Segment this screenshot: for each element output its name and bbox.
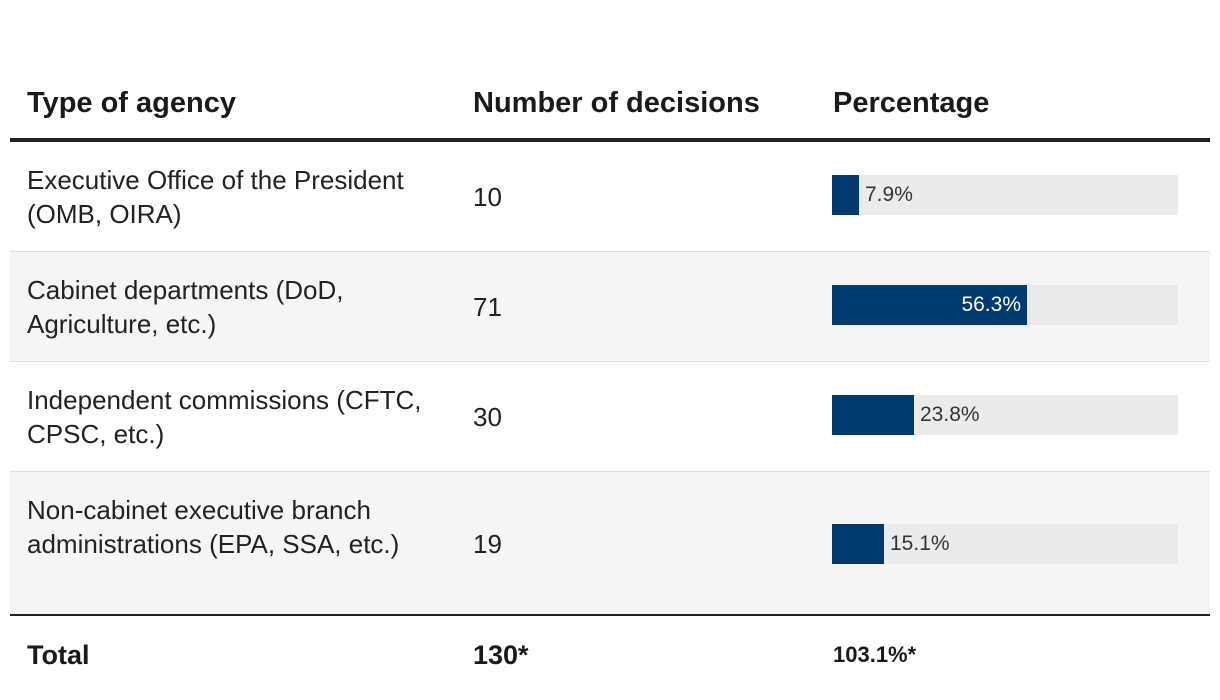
percentage-label: 15.1%: [890, 532, 950, 555]
percentage-bar: [832, 285, 1027, 325]
agency-type-cell: Non-cabinet executive branch administrat…: [27, 495, 400, 559]
table-row: Executive Office of the President (OMB, …: [10, 142, 1210, 252]
decisions-count-cell: 10: [473, 182, 502, 212]
table-row: Independent commissions (CFTC, CPSC, etc…: [10, 362, 1210, 472]
table-row: Non-cabinet executive branch administrat…: [10, 472, 1210, 614]
total-percentage: 103.1%*: [833, 642, 917, 667]
percentage-bar-track: 7.9%: [832, 175, 1178, 215]
header-type-of-agency: Type of agency: [27, 87, 236, 119]
percentage-bar-track: 56.3%: [832, 285, 1178, 325]
percentage-bar-track: 23.8%: [832, 395, 1178, 435]
percentage-bar: [832, 524, 884, 564]
total-label: Total: [27, 640, 90, 670]
table-row: Cabinet departments (DoD, Agriculture, e…: [10, 252, 1210, 362]
total-number: 130*: [473, 640, 529, 670]
total-divider: [10, 614, 1210, 616]
table-header: Type of agency Number of decisions Perce…: [10, 0, 1210, 142]
agency-type-cell: Independent commissions (CFTC, CPSC, etc…: [27, 385, 422, 449]
decisions-count-cell: 71: [473, 292, 502, 322]
percentage-bar: [832, 395, 914, 435]
decisions-count-cell: 19: [473, 529, 502, 559]
header-number-of-decisions: Number of decisions: [473, 87, 760, 119]
percentage-label: 7.9%: [865, 183, 913, 206]
agency-type-cell: Executive Office of the President (OMB, …: [27, 165, 404, 229]
percentage-label: 56.3%: [961, 293, 1021, 316]
percentage-bar: [832, 175, 859, 215]
percentage-bar-track: 15.1%: [832, 524, 1178, 564]
agency-type-cell: Cabinet departments (DoD, Agriculture, e…: [27, 275, 344, 339]
decisions-count-cell: 30: [473, 402, 502, 432]
total-row: Total 130* 103.1%*: [10, 616, 1210, 700]
header-percentage: Percentage: [833, 87, 990, 119]
percentage-label: 23.8%: [920, 403, 980, 426]
